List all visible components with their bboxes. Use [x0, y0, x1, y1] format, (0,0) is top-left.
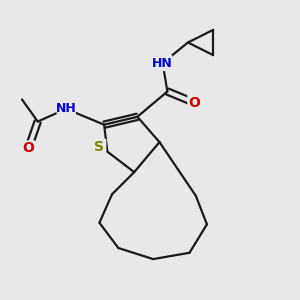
FancyBboxPatch shape: [187, 94, 201, 111]
Text: S: S: [94, 140, 104, 154]
Text: HN: HN: [152, 56, 173, 70]
Text: NH: NH: [56, 102, 76, 116]
FancyBboxPatch shape: [21, 140, 35, 157]
FancyBboxPatch shape: [92, 139, 106, 155]
FancyBboxPatch shape: [57, 101, 76, 117]
Text: O: O: [22, 141, 34, 155]
FancyBboxPatch shape: [153, 55, 172, 71]
Text: O: O: [188, 96, 200, 110]
